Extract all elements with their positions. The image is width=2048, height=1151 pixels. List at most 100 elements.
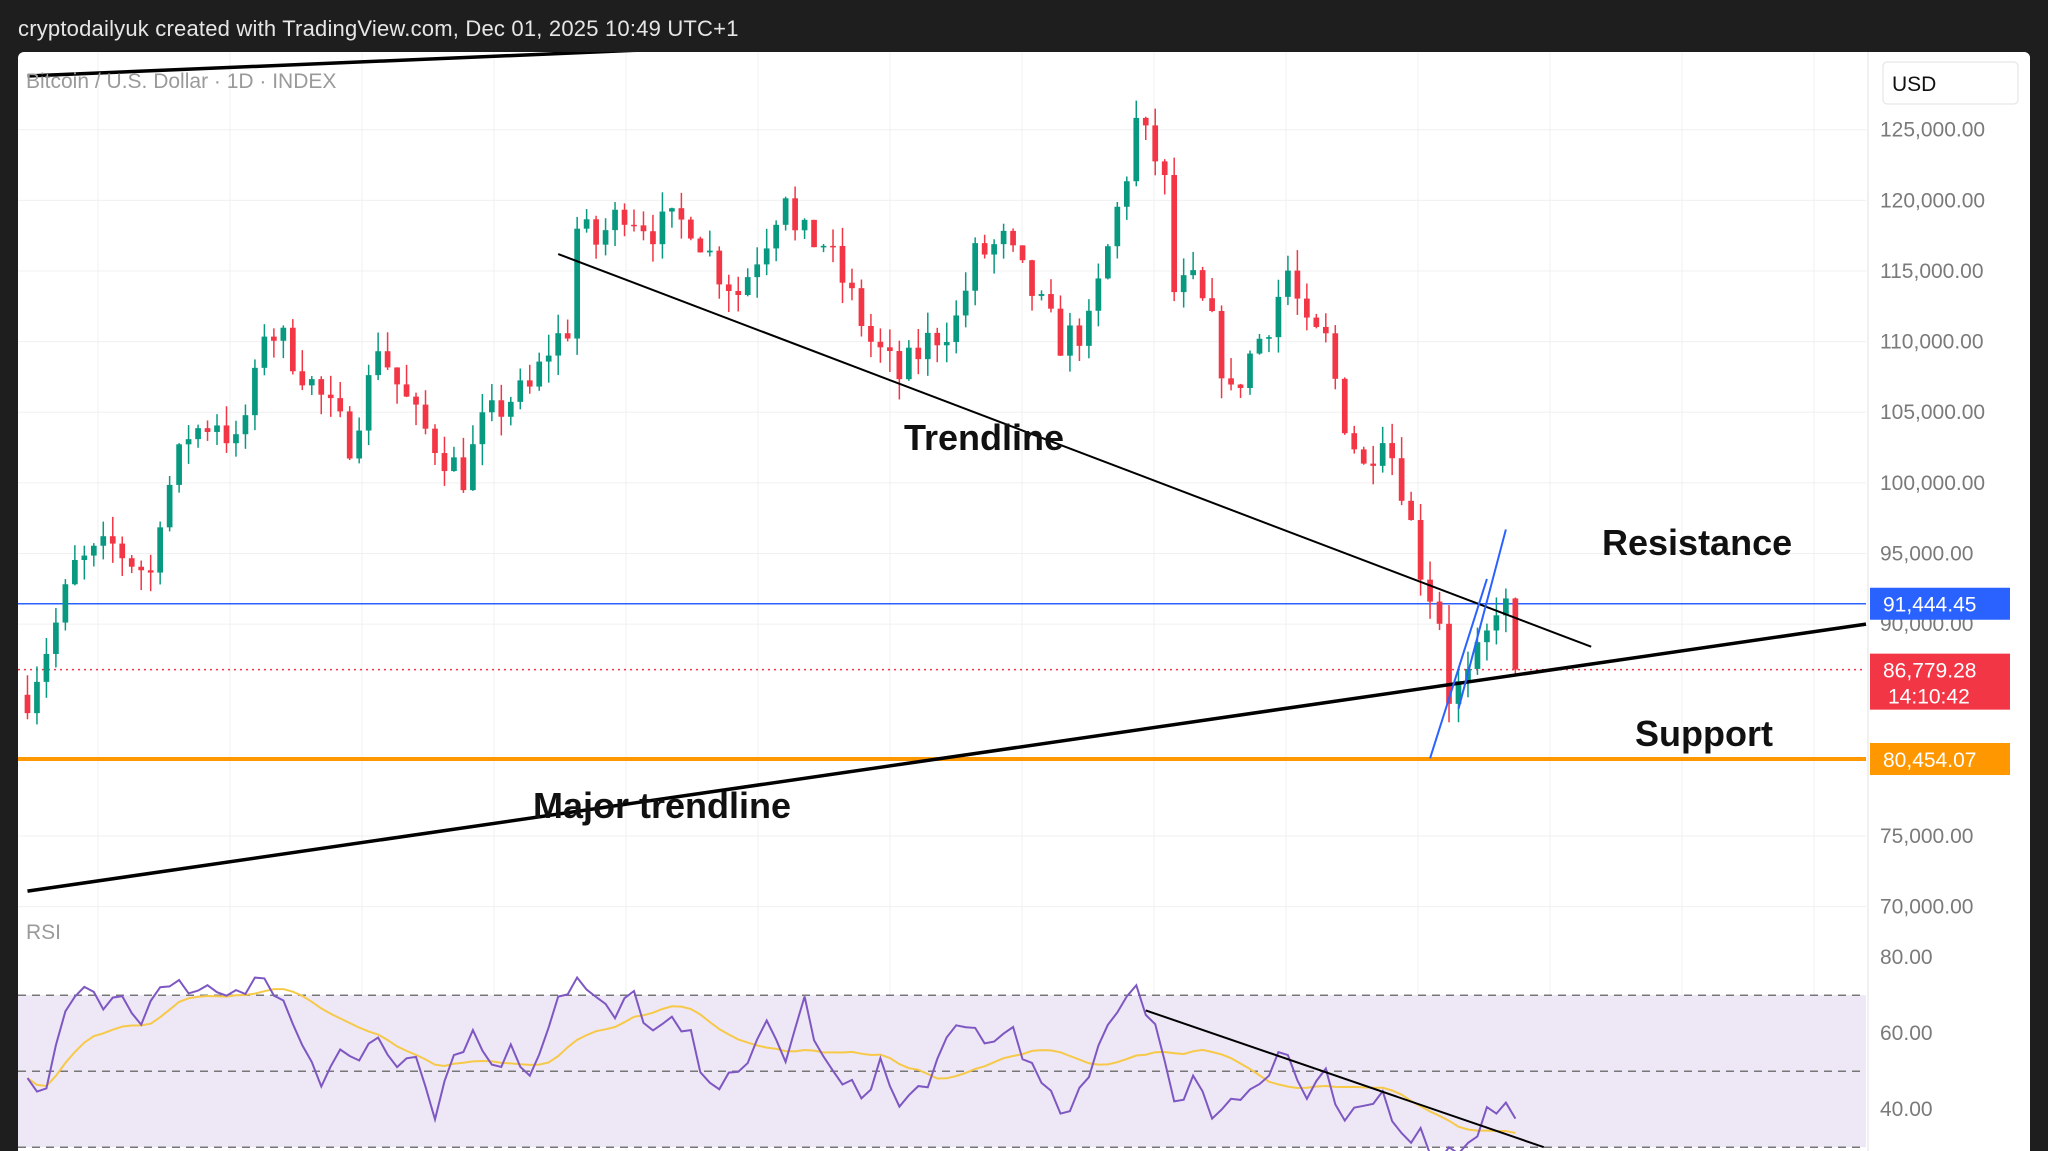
candle-body: [1408, 500, 1414, 521]
candle-body: [403, 384, 410, 397]
candles[interactable]: [24, 100, 1519, 725]
candle-body: [337, 398, 344, 412]
support-label-text: 80,454.07: [1883, 749, 1976, 772]
candle-body: [498, 400, 505, 417]
candle-body: [157, 527, 163, 573]
support-level: [18, 668, 1866, 761]
candle-body: [1512, 598, 1519, 670]
candle-body: [820, 245, 827, 248]
candle-body: [536, 361, 543, 387]
candle-body: [460, 457, 467, 491]
candle-body: [451, 457, 457, 472]
major-trendline-line: [27, 622, 1867, 893]
price-tick-label: 120,000.00: [1880, 189, 1985, 212]
candle-body: [1455, 681, 1462, 704]
candle-body: [811, 219, 817, 248]
candle-body: [1218, 310, 1225, 379]
rsi-band: [18, 994, 1866, 1148]
candle-body: [830, 245, 836, 248]
candle-body: [688, 219, 694, 239]
candle-body: [43, 653, 50, 682]
candle-body: [1275, 296, 1282, 338]
annotation-support: Support: [1635, 713, 1773, 754]
candle-body: [773, 224, 779, 249]
candle-body: [593, 219, 599, 245]
grid: [18, 52, 1866, 1151]
candle-body: [1474, 642, 1481, 669]
candle-body: [1436, 601, 1443, 624]
candle-body: [479, 412, 486, 445]
candle-body: [612, 209, 618, 231]
candle-body: [1503, 598, 1509, 616]
candle-body: [1389, 443, 1395, 459]
price-tick-label: 105,000.00: [1880, 401, 1985, 424]
candle-body: [147, 570, 154, 573]
candle-body: [1446, 623, 1452, 704]
candle-body: [669, 208, 675, 212]
candle-body: [507, 401, 514, 417]
candle-body: [1067, 325, 1073, 356]
candle-body: [896, 351, 903, 380]
candle-body: [119, 543, 126, 559]
rsi-moving-average: [26, 988, 1516, 1134]
candle-body: [1019, 245, 1026, 261]
candle-body: [346, 411, 353, 459]
rsi-pane: [26, 975, 1545, 1151]
drawings[interactable]: [27, 52, 1867, 893]
rsi-tick-label: 40.00: [1880, 1098, 1933, 1121]
annotation-resistance: Resistance: [1602, 522, 1792, 563]
candle-body: [1398, 458, 1405, 501]
candle-body: [1000, 230, 1007, 245]
candle-body: [1123, 181, 1130, 207]
candle-body: [289, 327, 296, 372]
candle-body: [318, 379, 325, 395]
candle-body: [1048, 294, 1054, 309]
annotation-major-trendline: Major trendline: [533, 785, 791, 826]
candle-body: [1029, 260, 1035, 296]
rsi-line: [26, 975, 1517, 1151]
candle-body: [413, 396, 419, 405]
candle-body: [128, 558, 135, 567]
candle-body: [308, 379, 315, 386]
candle-body: [915, 347, 922, 360]
candle-body: [1304, 298, 1310, 318]
candle-body: [1332, 333, 1339, 379]
candle-body: [261, 336, 268, 368]
candle-body: [1417, 520, 1424, 580]
candle-body: [138, 566, 145, 571]
annotation-trendline: Trendline: [904, 417, 1064, 458]
last-price-label-text: 86,779.28: [1883, 660, 1976, 683]
candle-body: [470, 444, 476, 491]
symbol-title: Bitcoin / U.S. Dollar · 1D · INDEX: [26, 70, 336, 93]
candle-body: [1076, 325, 1083, 346]
candle-body: [72, 559, 78, 585]
candle-body: [1133, 117, 1140, 182]
candle-body: [526, 380, 533, 387]
currency-label: USD: [1892, 73, 1936, 96]
rsi-trendline: [1145, 1009, 1545, 1149]
candle-body: [1313, 317, 1320, 327]
candle-body: [640, 225, 647, 232]
trendline-line: [557, 253, 1592, 648]
price-tick-label: 115,000.00: [1880, 260, 1984, 283]
top-bar: cryptodailyuk created with TradingView.c…: [0, 0, 2048, 52]
candle-body: [1493, 615, 1500, 631]
candle-body: [1285, 270, 1291, 297]
candle-body: [555, 333, 562, 356]
header-caption: cryptodailyuk created with TradingView.c…: [18, 16, 739, 41]
candle-body: [489, 400, 495, 413]
price-tick-label: 70,000.00: [1880, 896, 1973, 919]
candle-body: [602, 230, 609, 245]
candle-body: [725, 284, 732, 291]
support-label-box: [1870, 742, 2010, 775]
candle-body: [981, 243, 988, 255]
candle-body: [195, 428, 201, 440]
candle-body: [90, 545, 97, 556]
candle-body: [631, 224, 637, 227]
price-chart[interactable]: USD 125,000.00 120,000.00 115,000.00 110,000…: [18, 52, 2030, 1151]
resistance-label-box: [1870, 587, 2010, 620]
annotations: Trendline Resistance Support Major trendlin…: [533, 417, 1792, 826]
candle-body: [34, 681, 40, 714]
price-tick-label: 95,000.00: [1880, 543, 1973, 566]
candle-body: [299, 371, 306, 386]
